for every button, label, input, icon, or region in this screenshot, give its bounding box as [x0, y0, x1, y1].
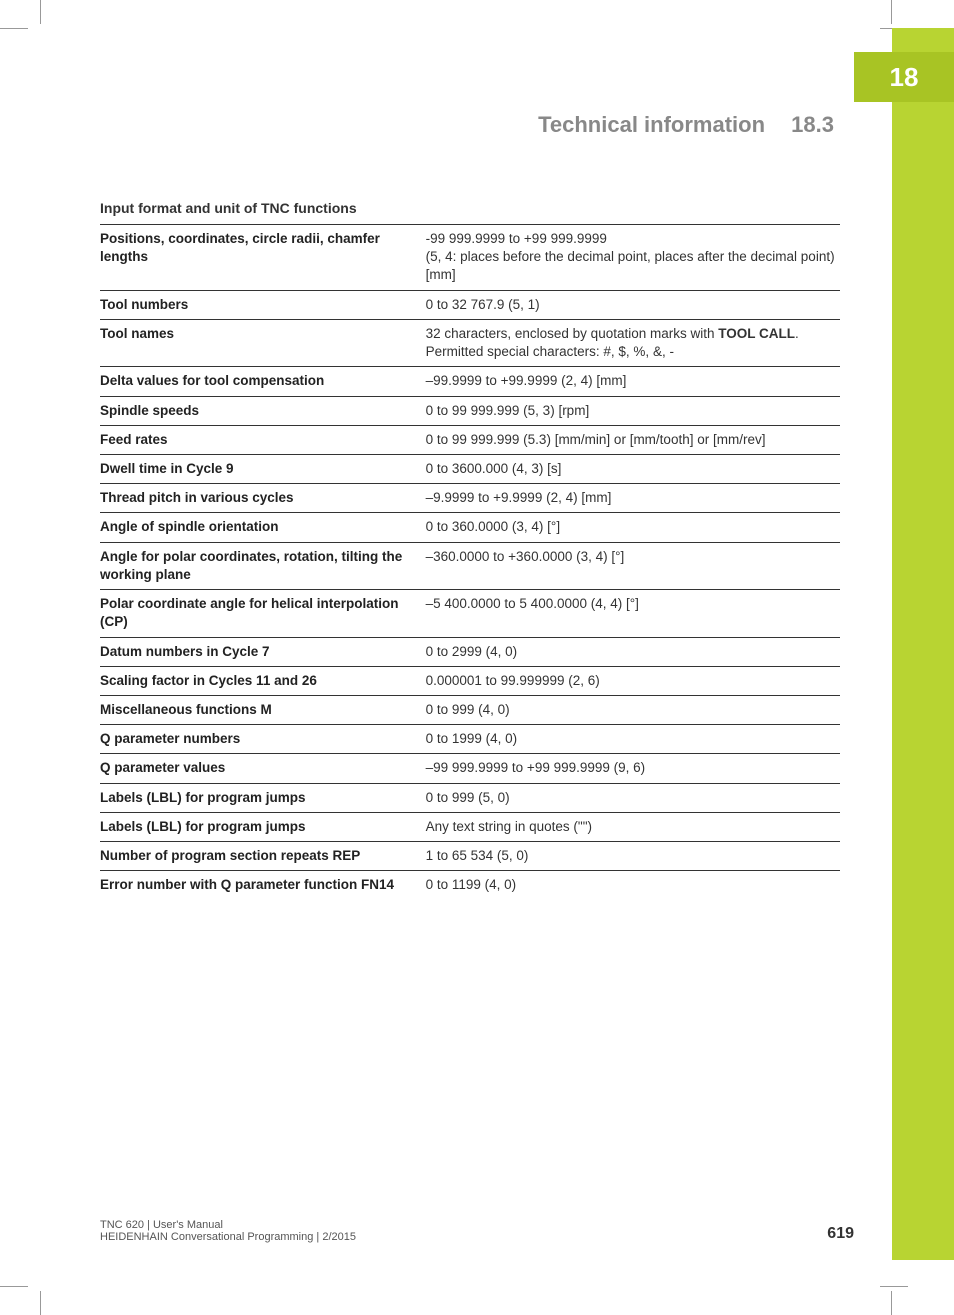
table-row: Angle for polar coordinates, rotation, t… — [100, 542, 840, 589]
table-row: Tool numbers0 to 32 767.9 (5, 1) — [100, 290, 840, 319]
row-label: Dwell time in Cycle 9 — [100, 454, 426, 483]
crop-mark — [0, 1286, 28, 1287]
row-value: 0 to 360.0000 (3, 4) [°] — [426, 513, 840, 542]
header-section: 18.3 — [791, 112, 834, 137]
row-value: 0 to 32 767.9 (5, 1) — [426, 290, 840, 319]
crop-mark — [891, 1291, 892, 1315]
table-row: Positions, coordinates, circle radii, ch… — [100, 225, 840, 291]
row-value: –99.9999 to +99.9999 (2, 4) [mm] — [426, 367, 840, 396]
row-value: Any text string in quotes ("") — [426, 812, 840, 841]
row-label: Tool numbers — [100, 290, 426, 319]
row-label: Thread pitch in various cycles — [100, 484, 426, 513]
crop-mark — [40, 1291, 41, 1315]
row-value: 0 to 999 (5, 0) — [426, 783, 840, 812]
page-header: Technical information 18.3 — [538, 112, 834, 138]
table-row: Angle of spindle orientation0 to 360.000… — [100, 513, 840, 542]
table-row: Scaling factor in Cycles 11 and 260.0000… — [100, 666, 840, 695]
row-value: –360.0000 to +360.0000 (3, 4) [°] — [426, 542, 840, 589]
table-row: Labels (LBL) for program jumps0 to 999 (… — [100, 783, 840, 812]
table-row: Error number with Q parameter function F… — [100, 871, 840, 900]
row-label: Labels (LBL) for program jumps — [100, 783, 426, 812]
row-label: Angle of spindle orientation — [100, 513, 426, 542]
row-label: Delta values for tool compensation — [100, 367, 426, 396]
row-label: Positions, coordinates, circle radii, ch… — [100, 225, 426, 291]
table-row: Miscellaneous functions M0 to 999 (4, 0) — [100, 695, 840, 724]
chapter-number-box: 18 — [854, 52, 954, 102]
row-label: Feed rates — [100, 425, 426, 454]
content-area: Input format and unit of TNC functions P… — [100, 200, 840, 899]
row-label: Tool names — [100, 319, 426, 366]
row-value: -99 999.9999 to +99 999.9999(5, 4: place… — [426, 225, 840, 291]
header-title: Technical information — [538, 112, 765, 137]
table-row: Spindle speeds0 to 99 999.999 (5, 3) [rp… — [100, 396, 840, 425]
row-label: Error number with Q parameter function F… — [100, 871, 426, 900]
row-label: Number of program section repeats REP — [100, 842, 426, 871]
row-label: Q parameter numbers — [100, 725, 426, 754]
table-row: Q parameter numbers0 to 1999 (4, 0) — [100, 725, 840, 754]
row-label: Miscellaneous functions M — [100, 695, 426, 724]
row-value: 0 to 99 999.999 (5.3) [mm/min] or [mm/to… — [426, 425, 840, 454]
row-value: –99 999.9999 to +99 999.9999 (9, 6) — [426, 754, 840, 783]
table-row: Number of program section repeats REP1 t… — [100, 842, 840, 871]
row-value: 0 to 1999 (4, 0) — [426, 725, 840, 754]
row-value: 0 to 2999 (4, 0) — [426, 637, 840, 666]
table-row: Feed rates0 to 99 999.999 (5.3) [mm/min]… — [100, 425, 840, 454]
table-row: Thread pitch in various cycles–9.9999 to… — [100, 484, 840, 513]
row-label: Angle for polar coordinates, rotation, t… — [100, 542, 426, 589]
footer-line-2: HEIDENHAIN Conversational Programming | … — [100, 1231, 854, 1243]
row-label: Scaling factor in Cycles 11 and 26 — [100, 666, 426, 695]
row-value: 0 to 3600.000 (4, 3) [s] — [426, 454, 840, 483]
row-value: 0 to 99 999.999 (5, 3) [rpm] — [426, 396, 840, 425]
crop-mark — [880, 1286, 908, 1287]
table-title: Input format and unit of TNC functions — [100, 200, 840, 224]
crop-mark — [891, 0, 892, 24]
crop-mark — [0, 28, 28, 29]
chapter-number: 18 — [890, 62, 919, 93]
page-number: 619 — [827, 1225, 854, 1243]
footer-line-1: TNC 620 | User's Manual — [100, 1219, 854, 1231]
table-row: Datum numbers in Cycle 70 to 2999 (4, 0) — [100, 637, 840, 666]
row-value: –5 400.0000 to 5 400.0000 (4, 4) [°] — [426, 590, 840, 637]
table-row: Q parameter values–99 999.9999 to +99 99… — [100, 754, 840, 783]
spec-table: Positions, coordinates, circle radii, ch… — [100, 224, 840, 899]
row-value: 1 to 65 534 (5, 0) — [426, 842, 840, 871]
table-row: Tool names32 characters, enclosed by quo… — [100, 319, 840, 366]
row-label: Spindle speeds — [100, 396, 426, 425]
table-row: Delta values for tool compensation–99.99… — [100, 367, 840, 396]
table-row: Labels (LBL) for program jumpsAny text s… — [100, 812, 840, 841]
row-label: Polar coordinate angle for helical inter… — [100, 590, 426, 637]
row-label: Labels (LBL) for program jumps — [100, 812, 426, 841]
row-value: 0.000001 to 99.999999 (2, 6) — [426, 666, 840, 695]
table-row: Dwell time in Cycle 90 to 3600.000 (4, 3… — [100, 454, 840, 483]
row-value: 0 to 1199 (4, 0) — [426, 871, 840, 900]
page-footer: TNC 620 | User's Manual HEIDENHAIN Conve… — [100, 1219, 854, 1243]
row-value: 0 to 999 (4, 0) — [426, 695, 840, 724]
row-label: Q parameter values — [100, 754, 426, 783]
side-tab — [892, 28, 954, 1260]
table-row: Polar coordinate angle for helical inter… — [100, 590, 840, 637]
row-value: –9.9999 to +9.9999 (2, 4) [mm] — [426, 484, 840, 513]
row-label: Datum numbers in Cycle 7 — [100, 637, 426, 666]
crop-mark — [40, 0, 41, 24]
row-value: 32 characters, enclosed by quotation mar… — [426, 319, 840, 366]
